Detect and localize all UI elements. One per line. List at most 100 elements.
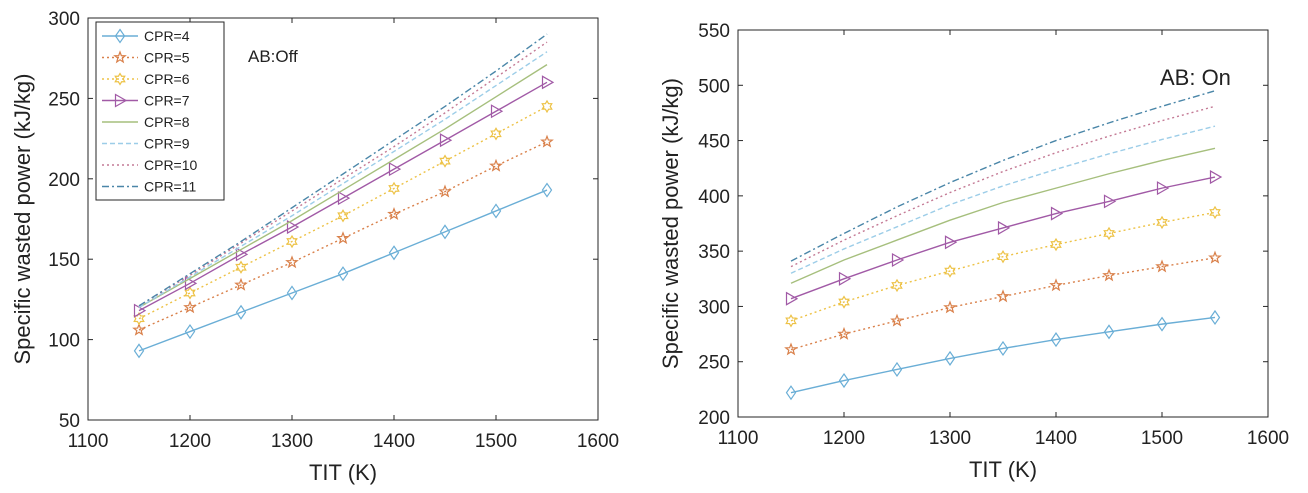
data-point (438, 184, 452, 198)
data-point (1209, 309, 1221, 326)
series-6 (138, 51, 548, 309)
y-tick-label: 300 (698, 297, 730, 318)
series-line (790, 211, 1216, 322)
data-point (184, 276, 198, 291)
x-tick-label: 1600 (577, 431, 619, 452)
y-tick-label: 350 (698, 242, 730, 263)
data-point (997, 220, 1011, 235)
data-point (838, 372, 850, 389)
series-line (138, 51, 548, 309)
data-point (337, 209, 349, 223)
data-point (944, 350, 956, 366)
data-point (286, 285, 298, 301)
x-tick-label: 1500 (475, 431, 517, 452)
data-point (235, 304, 247, 320)
series-8 (790, 90, 1216, 262)
panel-annotation: AB:Off (248, 47, 298, 66)
plot-frame (737, 29, 1269, 418)
series-line (138, 81, 548, 312)
x-tick-label: 1600 (1247, 428, 1289, 449)
series-line (138, 64, 548, 309)
data-point (235, 260, 247, 274)
x-axis-label: TIT (K) (969, 457, 1037, 482)
legend-marker (114, 72, 126, 86)
y-tick-label: 550 (698, 21, 730, 42)
data-point (337, 191, 351, 206)
data-point (490, 104, 504, 119)
series-line (138, 105, 548, 320)
legend-label: CPR=7 (144, 93, 190, 109)
data-point (1209, 205, 1221, 220)
data-point (1050, 237, 1062, 252)
panel-annotation: AB: On (1160, 65, 1231, 90)
x-tick-label: 1500 (1141, 428, 1183, 449)
data-point (1208, 250, 1222, 264)
x-tick-label: 1200 (169, 431, 211, 452)
data-point (997, 249, 1009, 264)
series-3 (133, 99, 553, 326)
legend-label: CPR=10 (144, 157, 198, 173)
y-tick-label: 300 (48, 9, 80, 30)
series-5 (790, 147, 1216, 284)
data-point (286, 220, 300, 235)
data-point (388, 245, 400, 261)
data-point (838, 271, 852, 286)
data-point (1156, 181, 1170, 196)
x-tick-label: 1300 (929, 428, 971, 449)
series-7 (790, 105, 1216, 268)
legend-label: CPR=11 (144, 179, 196, 195)
data-point (541, 182, 553, 198)
data-point (388, 181, 400, 196)
data-point (838, 295, 850, 309)
series-line (790, 90, 1216, 262)
data-point (439, 154, 451, 168)
y-tick-label: 450 (698, 132, 730, 153)
data-point (388, 162, 402, 177)
chart-panel-2: 1100 1200 1300 1400 1500 1600 200 250 300 350 400 4… (658, 21, 1289, 482)
x-tick-label: 1200 (823, 428, 865, 449)
series-line (790, 316, 1216, 394)
series-line (138, 33, 548, 307)
series-7 (138, 41, 548, 307)
legend-marker (114, 93, 128, 108)
data-point (1103, 194, 1117, 209)
data-point (785, 314, 797, 328)
legend-label: CPR=5 (144, 50, 190, 66)
series-line (790, 257, 1216, 351)
x-tick-label: 1400 (373, 431, 415, 452)
legend-box (95, 21, 225, 201)
data-point (234, 277, 248, 291)
legend-marker (113, 50, 127, 64)
series-3 (785, 205, 1221, 328)
data-point (1155, 259, 1169, 273)
data-point (890, 313, 904, 327)
series-2 (784, 250, 1222, 356)
data-point (337, 266, 349, 282)
y-tick-label: 100 (48, 331, 80, 352)
data-point (1103, 324, 1115, 340)
data-point (944, 235, 958, 250)
series-1 (785, 309, 1221, 401)
series-6 (790, 125, 1216, 274)
data-point (1050, 206, 1064, 221)
data-point (891, 278, 903, 293)
series-line (138, 41, 548, 307)
data-point (489, 158, 503, 172)
x-tick-label: 1400 (1035, 428, 1077, 449)
plot-frame (87, 17, 599, 421)
data-point (132, 322, 146, 336)
data-point (785, 291, 799, 306)
y-tick-label: 250 (698, 353, 730, 374)
data-point (943, 300, 957, 314)
data-point (1050, 332, 1062, 348)
series-line (790, 176, 1216, 300)
y-tick-label: 50 (59, 411, 80, 432)
data-point (837, 326, 851, 340)
y-tick-label: 200 (48, 170, 80, 191)
data-point (1102, 268, 1116, 282)
data-point (891, 252, 905, 268)
data-point (1049, 278, 1063, 292)
series-line (138, 189, 548, 352)
data-point (387, 206, 401, 221)
